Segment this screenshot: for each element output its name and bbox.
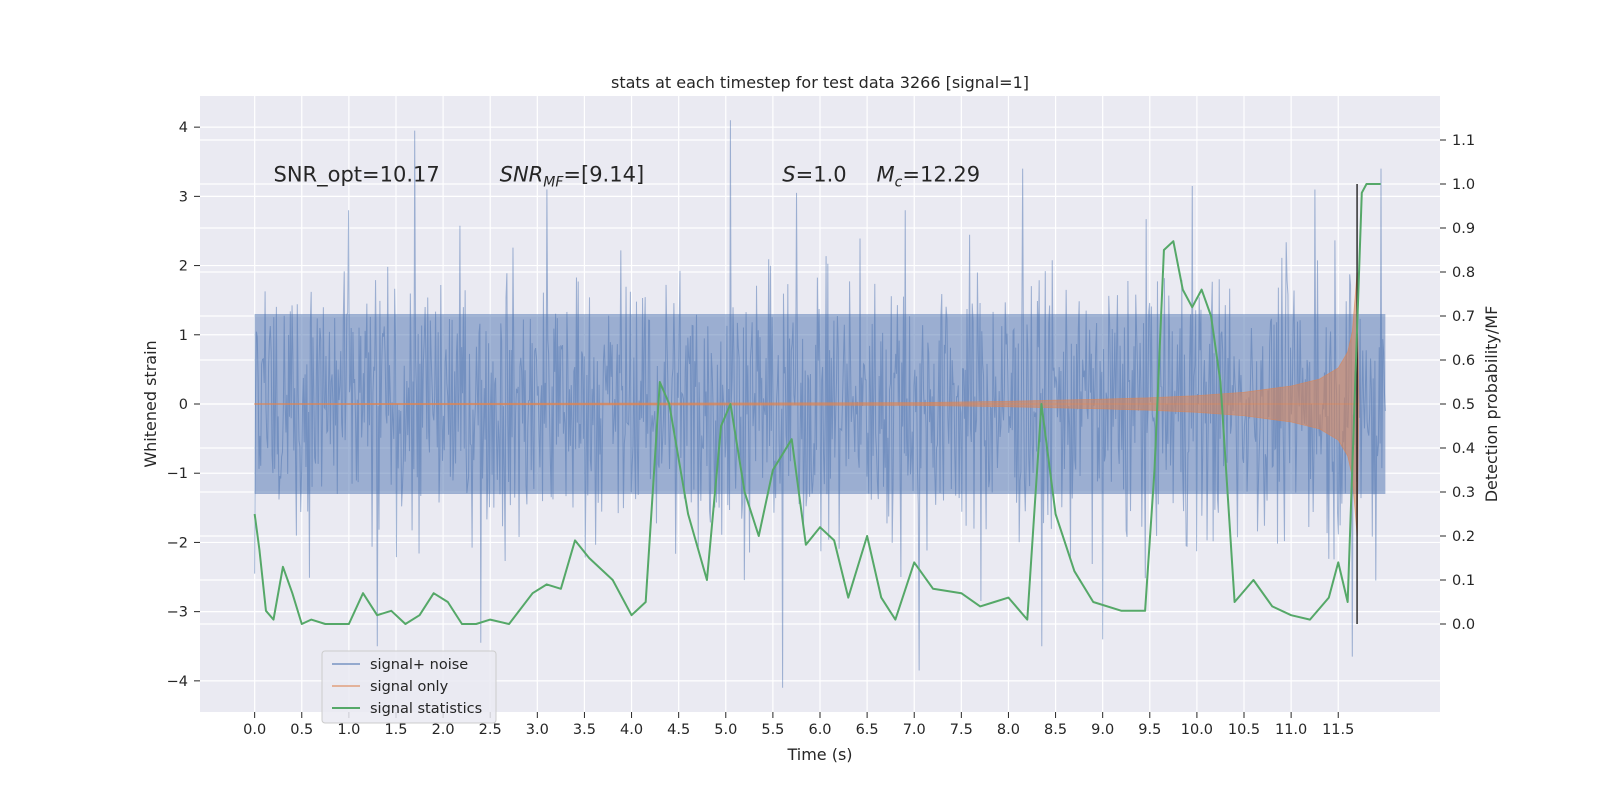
x-tick-label: 0.5 (290, 722, 313, 738)
right-y-tick-label: 0.8 (1452, 265, 1475, 281)
left-y-axis-ticks: 4 3 2 1 0 −1 −2 −3 −4 (167, 120, 200, 690)
legend-label-signal-plus-noise: signal+ noise (370, 657, 468, 673)
series-signal-only (254, 272, 1360, 536)
left-y-tick-label: 3 (179, 189, 188, 205)
legend-label-signal-only: signal only (370, 679, 449, 695)
x-tick-label: 8.0 (997, 722, 1020, 738)
left-y-tick-label: 1 (179, 328, 188, 344)
x-tick-label: 1.5 (384, 722, 407, 738)
x-tick-label: 10.0 (1181, 722, 1213, 738)
noise-trace (254, 120, 1386, 688)
x-tick-label: 1.0 (337, 722, 360, 738)
x-tick-label: 9.0 (1091, 722, 1114, 738)
x-tick-label: 2.5 (479, 722, 502, 738)
x-tick-label: 9.5 (1138, 722, 1161, 738)
x-tick-label: 10.5 (1228, 722, 1260, 738)
legend-box (321, 650, 497, 724)
right-y-axis-ticks: 1.1 1.0 0.9 0.8 0.7 0.6 0.5 0.4 0.3 0.2 0.1 0.0 (1440, 133, 1475, 633)
x-tick-label: 8.5 (1044, 722, 1067, 738)
x-tick-label: 3.0 (526, 722, 549, 738)
right-y-tick-label: 1.1 (1452, 133, 1475, 149)
left-y-tick-label: −1 (167, 466, 188, 482)
x-tick-label: 2.0 (432, 722, 455, 738)
x-axis-label: Time (s) (786, 745, 852, 764)
x-tick-label: 4.0 (620, 722, 643, 738)
x-tick-label: 5.5 (761, 722, 784, 738)
left-y-tick-label: 2 (179, 259, 188, 275)
x-tick-label: 7.5 (950, 722, 973, 738)
series-signal-statistics (253, 183, 1381, 625)
right-y-tick-label: 0.0 (1452, 617, 1475, 633)
right-y-tick-label: 1.0 (1452, 177, 1475, 193)
right-y-tick-label: 0.7 (1452, 309, 1475, 325)
right-y-tick-label: 0.9 (1452, 221, 1475, 237)
x-tick-label: 3.5 (573, 722, 596, 738)
chart-title: stats at each timestep for test data 326… (611, 73, 1029, 92)
right-y-tick-label: 0.4 (1452, 441, 1475, 457)
statistics-line (253, 183, 1381, 625)
left-y-tick-label: −4 (167, 674, 188, 690)
left-y-tick-label: −3 (167, 605, 188, 621)
annotations: SNR_opt=10.17 SNRMF=[9.14] S=1.0 Mc=12.29 (273, 163, 980, 191)
right-y-tick-label: 0.3 (1452, 485, 1475, 501)
right-y-axis-label: Detection probability/MF (1482, 306, 1501, 503)
x-tick-label: 11.0 (1275, 722, 1307, 738)
legend-label-signal-statistics: signal statistics (370, 701, 482, 717)
right-y-tick-label: 0.2 (1452, 529, 1475, 545)
left-y-axis-label: Whitened strain (141, 340, 160, 467)
x-tick-label: 4.5 (667, 722, 690, 738)
legend: signal+ noise signal only signal statist… (321, 650, 497, 724)
x-tick-label: 11.5 (1322, 722, 1354, 738)
annotation-text: SNRMF=[9.14] (500, 163, 645, 191)
right-y-tick-label: 0.1 (1452, 573, 1475, 589)
x-tick-label: 6.5 (856, 722, 879, 738)
x-tick-label: 6.0 (808, 722, 831, 738)
x-axis-ticks: 0.0 0.5 1.0 1.5 2.0 2.5 3.0 3.5 4.0 4.5 5.0 5.5 6.0 6… (243, 712, 1354, 738)
x-tick-label: 0.0 (243, 722, 266, 738)
annotation-text: S=1.0 (782, 163, 846, 187)
left-y-tick-label: 0 (179, 397, 188, 413)
annotation-text: Mc=12.29 (877, 163, 981, 191)
annotation-text: SNR_opt=10.17 (273, 163, 439, 188)
left-y-tick-label: −2 (167, 535, 188, 551)
x-tick-label: 5.0 (714, 722, 737, 738)
left-y-tick-label: 4 (179, 120, 188, 136)
right-y-tick-label: 0.5 (1452, 397, 1475, 413)
x-tick-label: 7.0 (903, 722, 926, 738)
right-y-tick-label: 0.6 (1452, 353, 1475, 369)
